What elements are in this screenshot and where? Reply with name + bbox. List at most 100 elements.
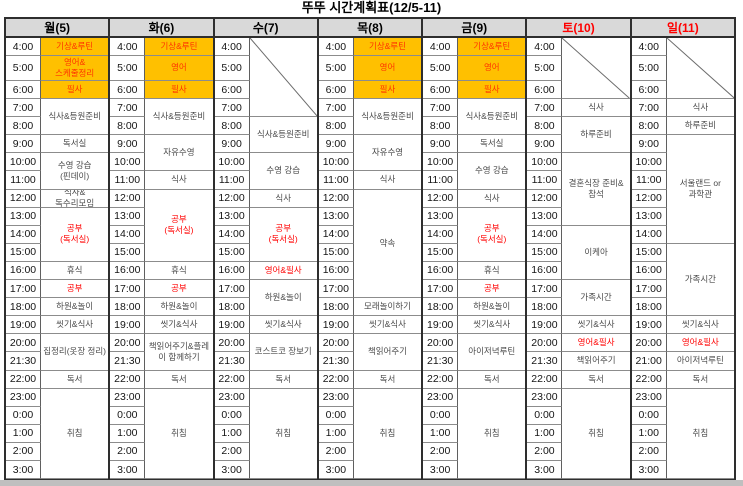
activity-cell: 취침 bbox=[249, 388, 317, 480]
time-cell: 6:00 bbox=[110, 81, 146, 100]
activity-cell: 취침 bbox=[145, 388, 213, 480]
activity-cell: 식사 bbox=[562, 99, 630, 118]
activity-cell: 식사&등원준비 bbox=[458, 99, 526, 136]
time-cell: 12:00 bbox=[318, 189, 354, 208]
activity-cell: 씻기&식사 bbox=[249, 316, 317, 335]
time-cell: 2:00 bbox=[527, 442, 563, 461]
activity-cell: 영어 bbox=[145, 56, 213, 81]
day-column-4: 목(8) 4:00 5:00 6:00 7:00 8:00 9:00 10:00 11:00 12… bbox=[316, 19, 422, 480]
time-cell: 8:00 bbox=[527, 117, 563, 136]
activity-cell: 취침 bbox=[666, 388, 734, 480]
day-grid: 4:00 5:00 6:00 7:00 8:00 9:00 10:00 11:00 12:00 1… bbox=[318, 38, 422, 480]
time-cell: 6:00 bbox=[631, 81, 667, 100]
activity-cell: 하루준비 bbox=[562, 117, 630, 154]
day-header: 화(6) bbox=[110, 19, 213, 38]
empty-diagonal-cell bbox=[249, 38, 317, 118]
day-column-5: 금(9) 4:00 5:00 6:00 7:00 8:00 9:00 10:00 11:00 12… bbox=[421, 19, 526, 480]
activity-cell: 아이저녁루틴 bbox=[458, 334, 526, 371]
activity-cell: 씻기&식사 bbox=[458, 316, 526, 335]
time-cell: 10:00 bbox=[527, 153, 563, 172]
time-cell: 11:00 bbox=[214, 171, 250, 190]
time-cell: 15:00 bbox=[631, 243, 667, 262]
activity-cell: 하루준비 bbox=[666, 117, 734, 136]
time-cell: 11:00 bbox=[6, 171, 41, 190]
empty-diagonal-cell bbox=[562, 38, 630, 100]
time-cell: 22:00 bbox=[631, 370, 667, 389]
activity-cell: 필사 bbox=[458, 81, 526, 100]
activity-cell: 식사 bbox=[145, 171, 213, 190]
time-cell: 4:00 bbox=[631, 38, 667, 56]
time-cell: 9:00 bbox=[527, 135, 563, 154]
activity-cell: 기상&루틴 bbox=[458, 38, 526, 56]
time-cell: 2:00 bbox=[110, 442, 146, 461]
activity-cell: 아이저녁루틴 bbox=[666, 352, 734, 371]
time-cell: 21:00 bbox=[631, 352, 667, 371]
time-cell: 2:00 bbox=[631, 442, 667, 461]
day-column-2: 화(6) 4:00 5:00 6:00 7:00 8:00 9:00 10:00 11:00 12… bbox=[108, 19, 213, 480]
day-header: 토(10) bbox=[527, 19, 630, 38]
activity-cell: 독서 bbox=[145, 370, 213, 389]
activity-cell: 가족시간 bbox=[562, 280, 630, 317]
activity-cell: 공부 (독서실) bbox=[249, 207, 317, 262]
time-cell: 10:00 bbox=[214, 153, 250, 172]
time-cell: 9:00 bbox=[6, 135, 41, 154]
time-cell: 15:00 bbox=[423, 243, 459, 262]
empty-diagonal-cell bbox=[666, 38, 734, 100]
activity-cell: 영어&필사 bbox=[562, 334, 630, 353]
time-cell: 3:00 bbox=[214, 460, 250, 480]
activity-cell: 휴식 bbox=[458, 261, 526, 281]
activity-cell: 책읽어주기&플레이 함께하기 bbox=[145, 334, 213, 371]
time-cell: 16:00 bbox=[631, 261, 667, 281]
time-cell: 5:00 bbox=[318, 56, 354, 81]
time-cell: 19:00 bbox=[110, 316, 146, 335]
time-cell: 2:00 bbox=[318, 442, 354, 461]
activity-cell: 식사&등원준비 bbox=[145, 99, 213, 136]
time-cell: 12:00 bbox=[423, 189, 459, 208]
time-cell: 14:00 bbox=[214, 225, 250, 244]
time-cell: 21:30 bbox=[110, 352, 146, 371]
time-cell: 15:00 bbox=[214, 243, 250, 262]
time-cell: 13:00 bbox=[214, 207, 250, 226]
activity-cell: 식사 bbox=[353, 171, 422, 190]
time-cell: 11:00 bbox=[318, 171, 354, 190]
time-cell: 20:00 bbox=[318, 334, 354, 353]
activity-cell: 수영 강습 bbox=[249, 153, 317, 190]
day-column-1: 월(5) 4:00 5:00 6:00 7:00 8:00 9:00 10:00 11:00 12… bbox=[6, 19, 109, 480]
time-cell: 18:00 bbox=[110, 298, 146, 317]
activity-cell: 모래놀이하기 bbox=[353, 298, 422, 317]
time-cell: 5:00 bbox=[631, 56, 667, 81]
time-cell: 4:00 bbox=[6, 38, 41, 56]
activity-cell: 휴식 bbox=[145, 261, 213, 281]
diagonal-line bbox=[562, 38, 629, 98]
activity-cell: 공부 (독서실) bbox=[41, 207, 109, 262]
time-cell: 17:00 bbox=[110, 280, 146, 299]
activity-cell: 하원&놀이 bbox=[145, 298, 213, 317]
day-grid: 4:00 5:00 6:00 7:00 8:00 9:00 10:00 11:00 12:00 1… bbox=[110, 38, 213, 480]
activity-cell: 가족시간 bbox=[666, 243, 734, 317]
time-cell: 2:00 bbox=[423, 442, 459, 461]
time-cell: 11:00 bbox=[423, 171, 459, 190]
time-cell: 16:00 bbox=[6, 261, 41, 281]
time-cell: 18:00 bbox=[214, 298, 250, 317]
time-cell: 19:00 bbox=[6, 316, 41, 335]
time-cell: 5:00 bbox=[527, 56, 563, 81]
time-cell: 22:00 bbox=[214, 370, 250, 389]
activity-cell: 식사& 독수리모임 bbox=[41, 189, 109, 208]
activity-cell: 영어 bbox=[458, 56, 526, 81]
time-cell: 4:00 bbox=[318, 38, 354, 56]
time-cell: 5:00 bbox=[110, 56, 146, 81]
time-cell: 15:00 bbox=[318, 243, 354, 262]
time-cell: 18:00 bbox=[631, 298, 667, 317]
activity-cell: 공부 bbox=[41, 280, 109, 299]
activity-cell: 필사 bbox=[353, 81, 422, 100]
day-column-3: 수(7) 4:00 5:00 6:00 7:00 8:00 9:00 10:00 11:00 12… bbox=[212, 19, 317, 480]
time-cell: 7:00 bbox=[631, 99, 667, 118]
activity-cell: 필사 bbox=[145, 81, 213, 100]
activity-cell: 독서 bbox=[249, 370, 317, 389]
time-cell: 18:00 bbox=[6, 298, 41, 317]
time-cell: 0:00 bbox=[631, 406, 667, 425]
time-cell: 8:00 bbox=[214, 117, 250, 136]
activity-cell: 책읽어주기 bbox=[353, 334, 422, 371]
time-cell: 23:00 bbox=[6, 388, 41, 407]
time-cell: 9:00 bbox=[214, 135, 250, 154]
